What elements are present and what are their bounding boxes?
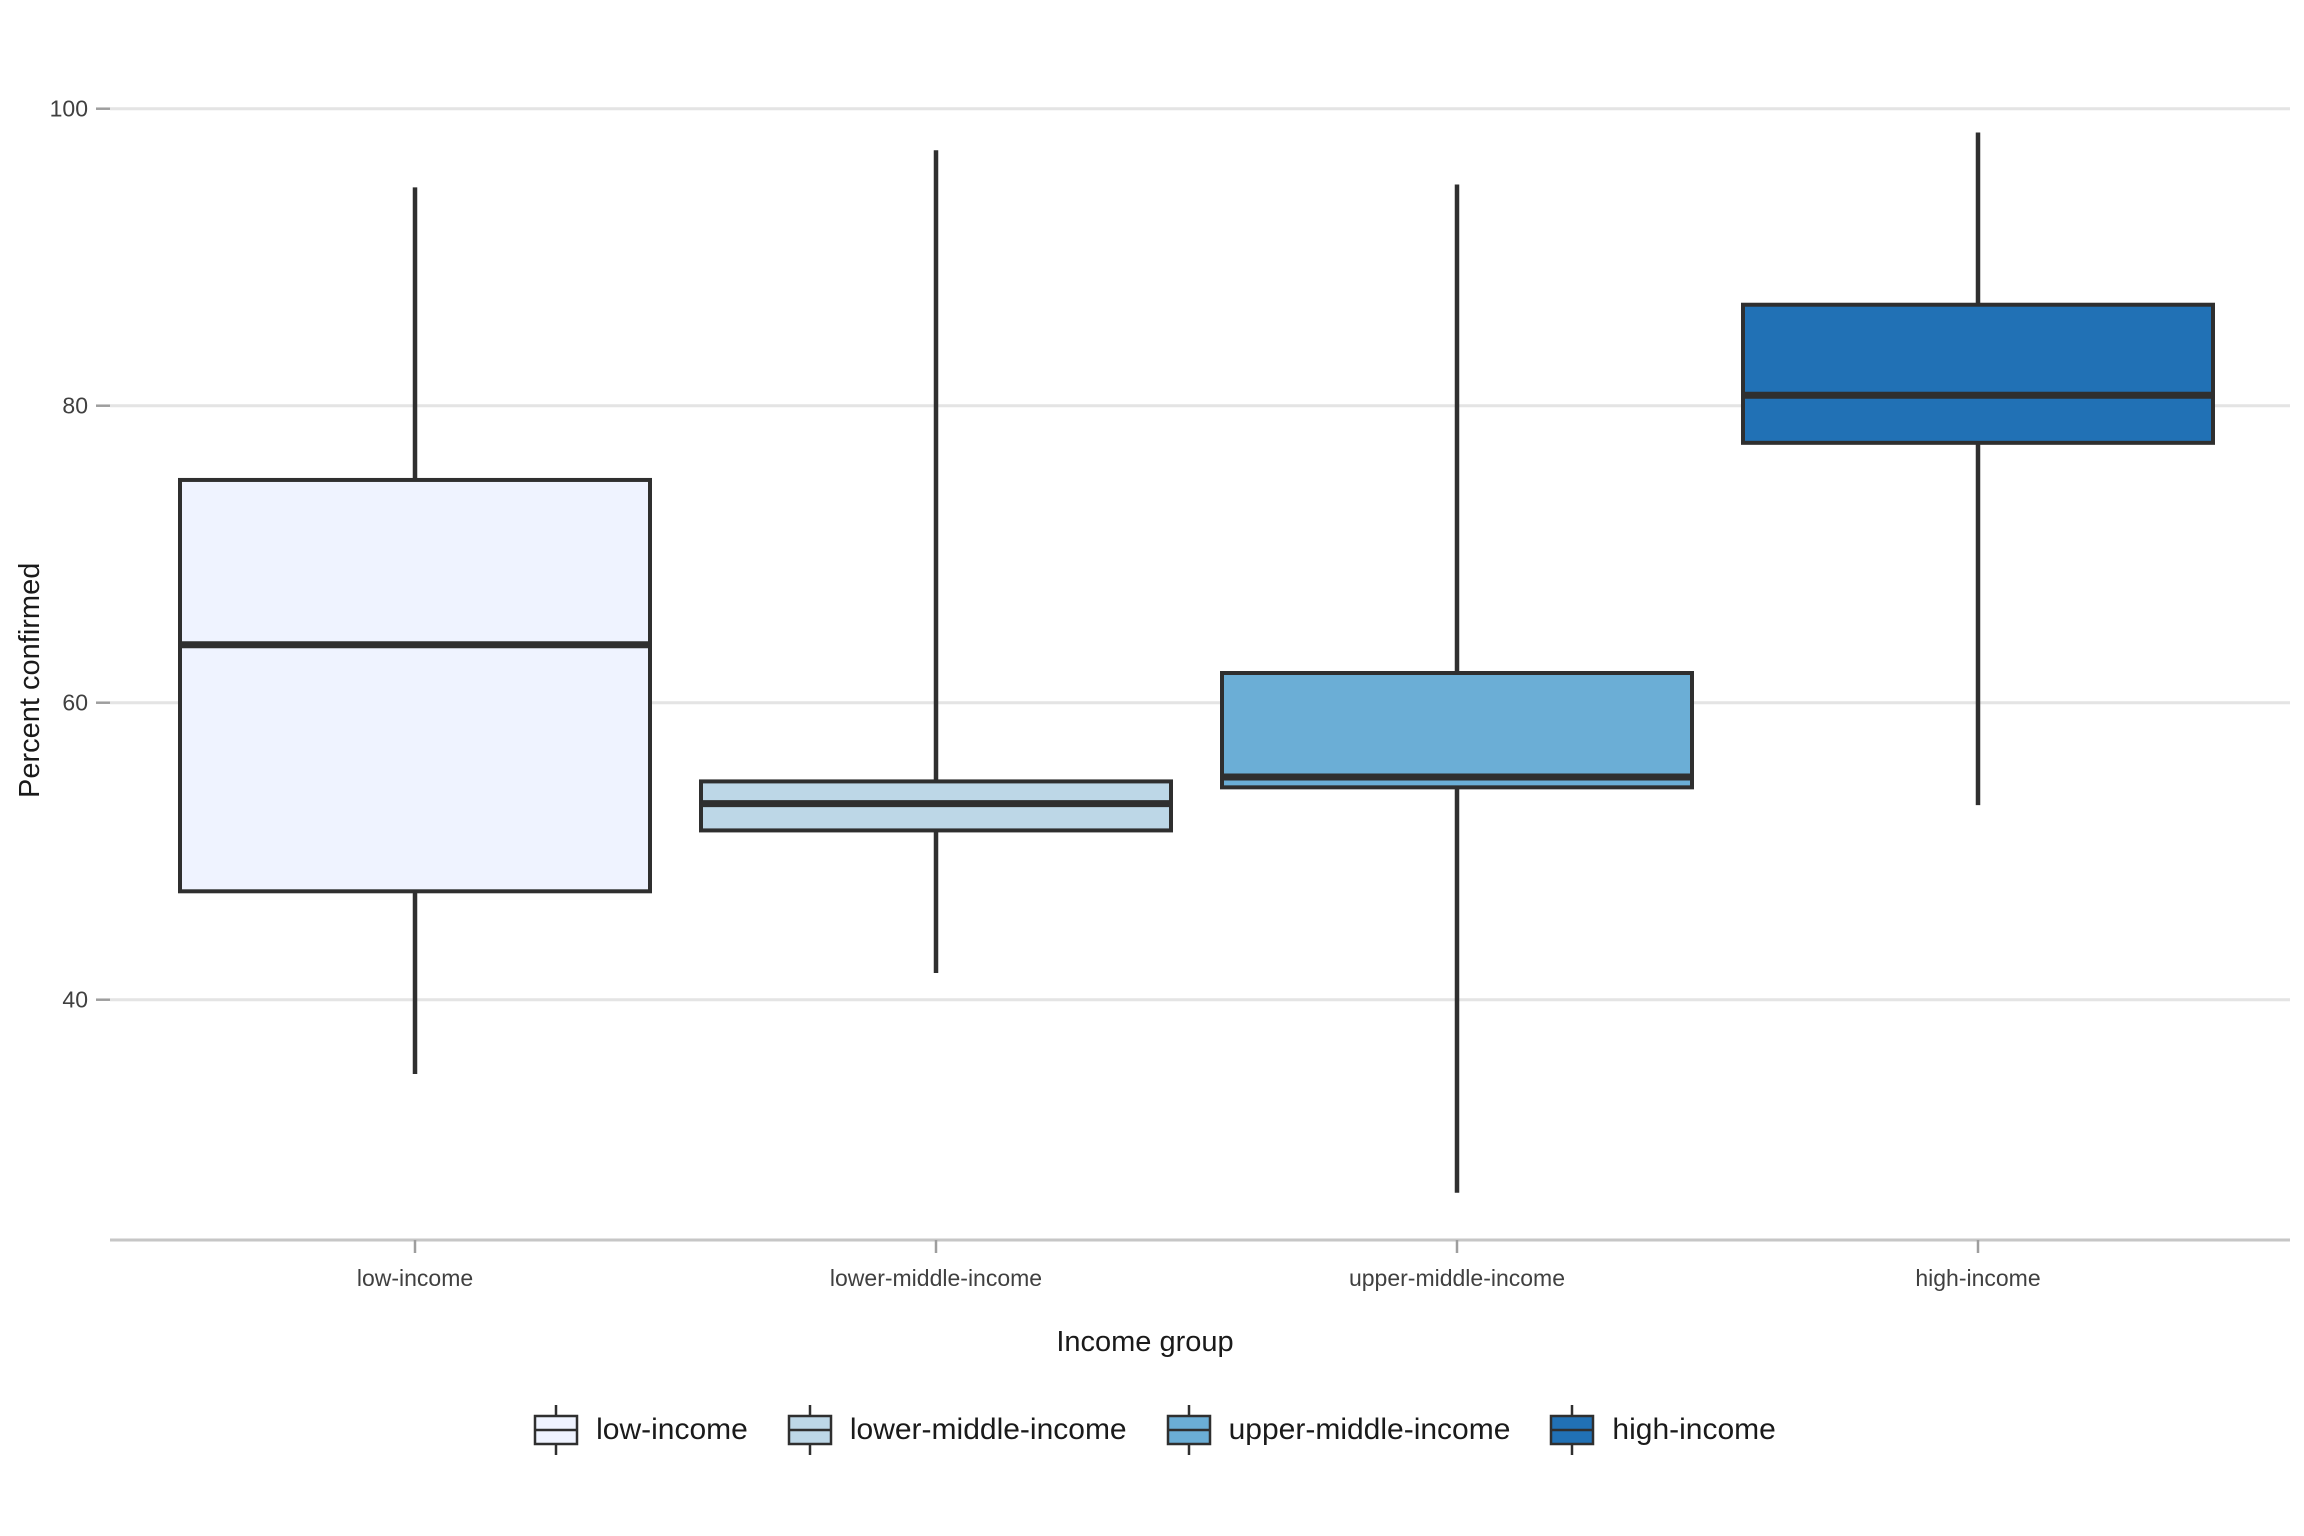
x-tick-label-lower-middle-income: lower-middle-income: [830, 1265, 1042, 1291]
legend-label: high-income: [1612, 1413, 1776, 1446]
legend-label: low-income: [596, 1413, 748, 1446]
legend-item-upper-middle-income: upper-middle-income: [1161, 1402, 1511, 1458]
x-axis-title: Income group: [1056, 1326, 1234, 1358]
legend: low-income lower-middle-income upper-middl…: [0, 1402, 2304, 1458]
y-tick-label-80: 80: [62, 393, 88, 419]
legend-item-high-income: high-income: [1544, 1402, 1776, 1458]
boxplot-key-icon: [1550, 1405, 1595, 1455]
legend-item-low-income: low-income: [528, 1402, 748, 1458]
y-tick-label-100: 100: [50, 96, 88, 122]
legend-item-lower-middle-income: lower-middle-income: [782, 1402, 1127, 1458]
x-tick-label-high-income: high-income: [1915, 1265, 2040, 1291]
y-axis-title: Percent confirmed: [14, 562, 46, 798]
boxplot-key-icon: [1166, 1405, 1211, 1455]
legend-label: lower-middle-income: [849, 1413, 1127, 1446]
y-tick-label-60: 60: [62, 690, 88, 716]
legend-label: upper-middle-income: [1228, 1413, 1511, 1446]
y-tick-label-40: 40: [62, 987, 88, 1013]
x-tick-label-low-income: low-income: [357, 1265, 473, 1291]
boxplot-key-icon: [787, 1405, 833, 1455]
boxplot-key-icon: [533, 1405, 579, 1455]
box-high-income: [1741, 302, 2215, 445]
box-low-income: [178, 477, 652, 894]
box-upper-middle-income: [1220, 671, 1694, 790]
x-tick-label-upper-middle-income: upper-middle-income: [1349, 1265, 1565, 1291]
